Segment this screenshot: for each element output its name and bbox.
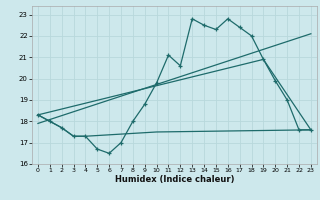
X-axis label: Humidex (Indice chaleur): Humidex (Indice chaleur) — [115, 175, 234, 184]
